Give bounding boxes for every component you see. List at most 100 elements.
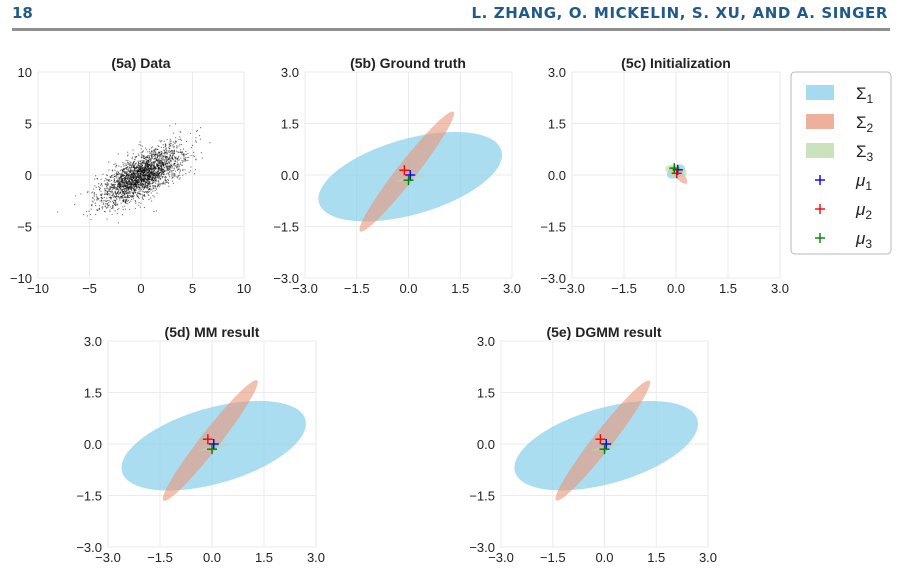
- x-tick-label: −1.5: [540, 550, 566, 565]
- data-point: [154, 185, 156, 187]
- data-point: [137, 165, 139, 167]
- data-point: [177, 168, 179, 170]
- data-point: [125, 174, 127, 176]
- data-point: [148, 158, 150, 160]
- data-point: [111, 194, 113, 197]
- data-point: [128, 192, 130, 194]
- data-point: [123, 171, 126, 174]
- data-point: [159, 174, 161, 176]
- data-point: [124, 162, 126, 164]
- data-point: [155, 154, 157, 156]
- data-point: [153, 155, 155, 157]
- data-point: [96, 209, 98, 211]
- data-point: [99, 200, 101, 202]
- data-point: [145, 182, 147, 184]
- data-point: [124, 176, 127, 178]
- data-point: [112, 194, 114, 196]
- data-point: [106, 174, 108, 176]
- data-point: [105, 183, 107, 186]
- data-point: [161, 173, 163, 175]
- data-point: [166, 153, 168, 155]
- data-point: [136, 175, 138, 177]
- data-point: [150, 192, 152, 194]
- data-point: [131, 196, 133, 198]
- data-point: [117, 185, 119, 187]
- data-point: [129, 175, 131, 177]
- data-point: [143, 206, 146, 209]
- data-point: [162, 171, 164, 173]
- data-point: [177, 157, 179, 159]
- data-point: [128, 170, 130, 172]
- data-point: [125, 179, 127, 182]
- data-point: [96, 199, 98, 201]
- data-point: [138, 196, 140, 199]
- data-point: [166, 158, 168, 160]
- data-point: [118, 181, 120, 183]
- data-point: [179, 163, 181, 165]
- data-point: [121, 189, 123, 191]
- data-point: [139, 165, 141, 167]
- data-point: [144, 195, 146, 197]
- data-point: [147, 194, 149, 196]
- data-point: [190, 154, 192, 157]
- data-point: [137, 172, 139, 174]
- data-point: [136, 169, 138, 171]
- data-point: [146, 171, 148, 173]
- data-point: [128, 168, 130, 170]
- data-point: [149, 150, 151, 152]
- data-point: [187, 159, 189, 161]
- legend-symbol: Σ: [856, 113, 867, 132]
- data-point: [136, 186, 138, 188]
- data-point: [143, 168, 145, 170]
- data-point: [156, 159, 158, 161]
- data-point: [161, 176, 163, 178]
- data-point: [146, 174, 148, 176]
- data-point: [93, 192, 96, 194]
- data-point: [124, 183, 126, 185]
- data-point: [158, 169, 161, 171]
- data-point: [185, 173, 187, 175]
- data-point: [147, 155, 149, 157]
- data-point: [122, 184, 125, 186]
- data-point: [128, 201, 130, 203]
- data-point: [185, 150, 187, 152]
- data-point: [151, 146, 154, 148]
- data-point: [162, 175, 164, 178]
- data-point: [130, 188, 133, 190]
- data-point: [155, 160, 157, 162]
- data-point: [194, 169, 196, 171]
- data-point: [146, 166, 148, 168]
- data-point: [131, 181, 133, 183]
- data-point: [173, 159, 175, 161]
- data-point: [143, 194, 145, 197]
- y-tick-label: 0.0: [548, 168, 566, 183]
- data-point: [164, 144, 167, 146]
- data-point: [157, 172, 159, 174]
- data-point: [93, 199, 95, 201]
- data-point: [134, 171, 136, 173]
- data-point: [104, 188, 106, 190]
- data-point: [141, 145, 143, 147]
- data-point: [193, 173, 196, 175]
- data-point: [136, 195, 138, 197]
- data-point: [173, 151, 176, 153]
- data-point: [166, 170, 168, 172]
- data-point: [159, 162, 161, 164]
- data-point: [150, 177, 152, 179]
- data-point: [123, 165, 125, 167]
- data-point: [145, 183, 147, 185]
- data-point: [110, 186, 112, 188]
- data-point: [127, 187, 130, 189]
- data-point: [144, 183, 146, 185]
- data-point: [153, 154, 155, 156]
- data-point: [115, 188, 117, 191]
- data-point: [120, 166, 122, 168]
- data-point: [113, 184, 115, 186]
- data-point: [131, 178, 133, 180]
- data-point: [134, 188, 136, 190]
- data-point: [138, 204, 140, 206]
- data-point: [135, 181, 137, 183]
- data-point: [150, 174, 152, 176]
- data-point: [115, 196, 117, 198]
- data-point: [124, 188, 126, 190]
